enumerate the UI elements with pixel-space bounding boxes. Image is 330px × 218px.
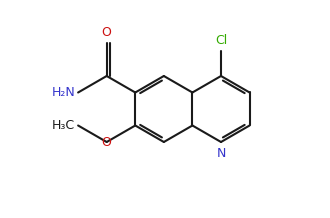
Text: Cl: Cl: [215, 34, 227, 47]
Text: O: O: [102, 136, 112, 148]
Text: H₃C: H₃C: [52, 119, 75, 132]
Text: H₂N: H₂N: [51, 86, 75, 99]
Text: N: N: [216, 147, 226, 160]
Text: O: O: [102, 26, 112, 39]
